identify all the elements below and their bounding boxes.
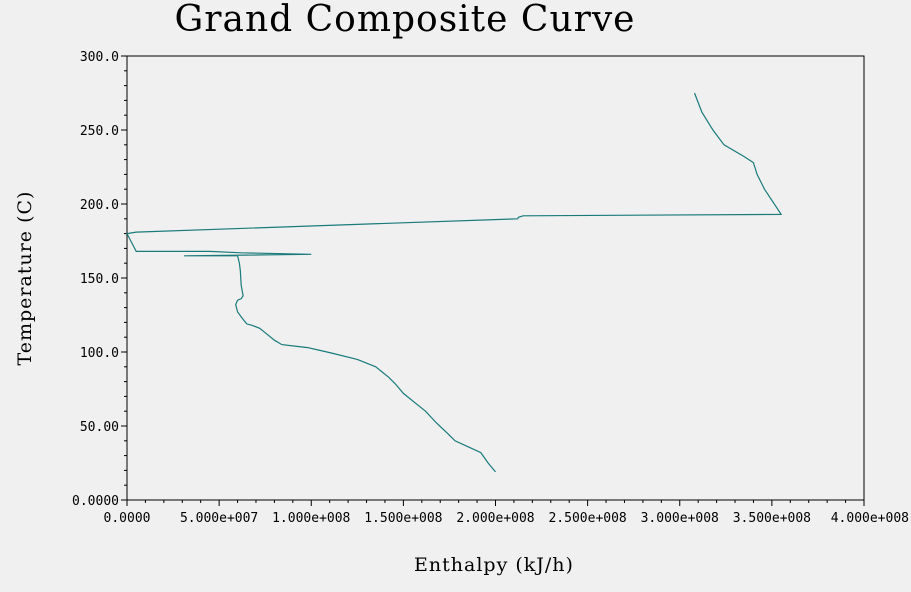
y-tick-label: 100.0 (80, 346, 119, 361)
x-tick-label: 0.0000 (104, 511, 151, 526)
x-tick-label: 3.500e+008 (733, 511, 811, 526)
x-axis: 0.0000 5.000e+007 1.000e+008 1.500e+008 2.00… (104, 500, 909, 526)
y-axis: 0.0000 50.00 100.0 150.0 200.0 250.0 300.0 (72, 50, 127, 509)
y-tick-label: 150.0 (80, 272, 119, 287)
x-tick-label: 2.500e+008 (548, 511, 626, 526)
series-line (126, 92, 783, 473)
x-tick-label: 4.000e+008 (831, 511, 909, 526)
y-tick-label: 250.0 (80, 124, 119, 139)
y-tick-label: 50.00 (80, 420, 119, 435)
x-axis-label: Enthalpy (kJ/h) (414, 554, 574, 576)
x-tick-label: 1.000e+008 (272, 511, 350, 526)
y-tick-label: 200.0 (80, 198, 119, 213)
x-tick-label: 3.000e+008 (641, 511, 719, 526)
y-axis-label: Temperature (C) (14, 191, 36, 366)
x-tick-label: 2.000e+008 (456, 511, 534, 526)
y-tick-label: 300.0 (80, 50, 119, 65)
y-tick-label: 0.0000 (72, 494, 119, 509)
x-tick-label: 5.000e+007 (180, 511, 258, 526)
chart-title: Grand Composite Curve (174, 0, 636, 40)
x-tick-label: 1.500e+008 (364, 511, 442, 526)
plot-background (126, 55, 865, 501)
